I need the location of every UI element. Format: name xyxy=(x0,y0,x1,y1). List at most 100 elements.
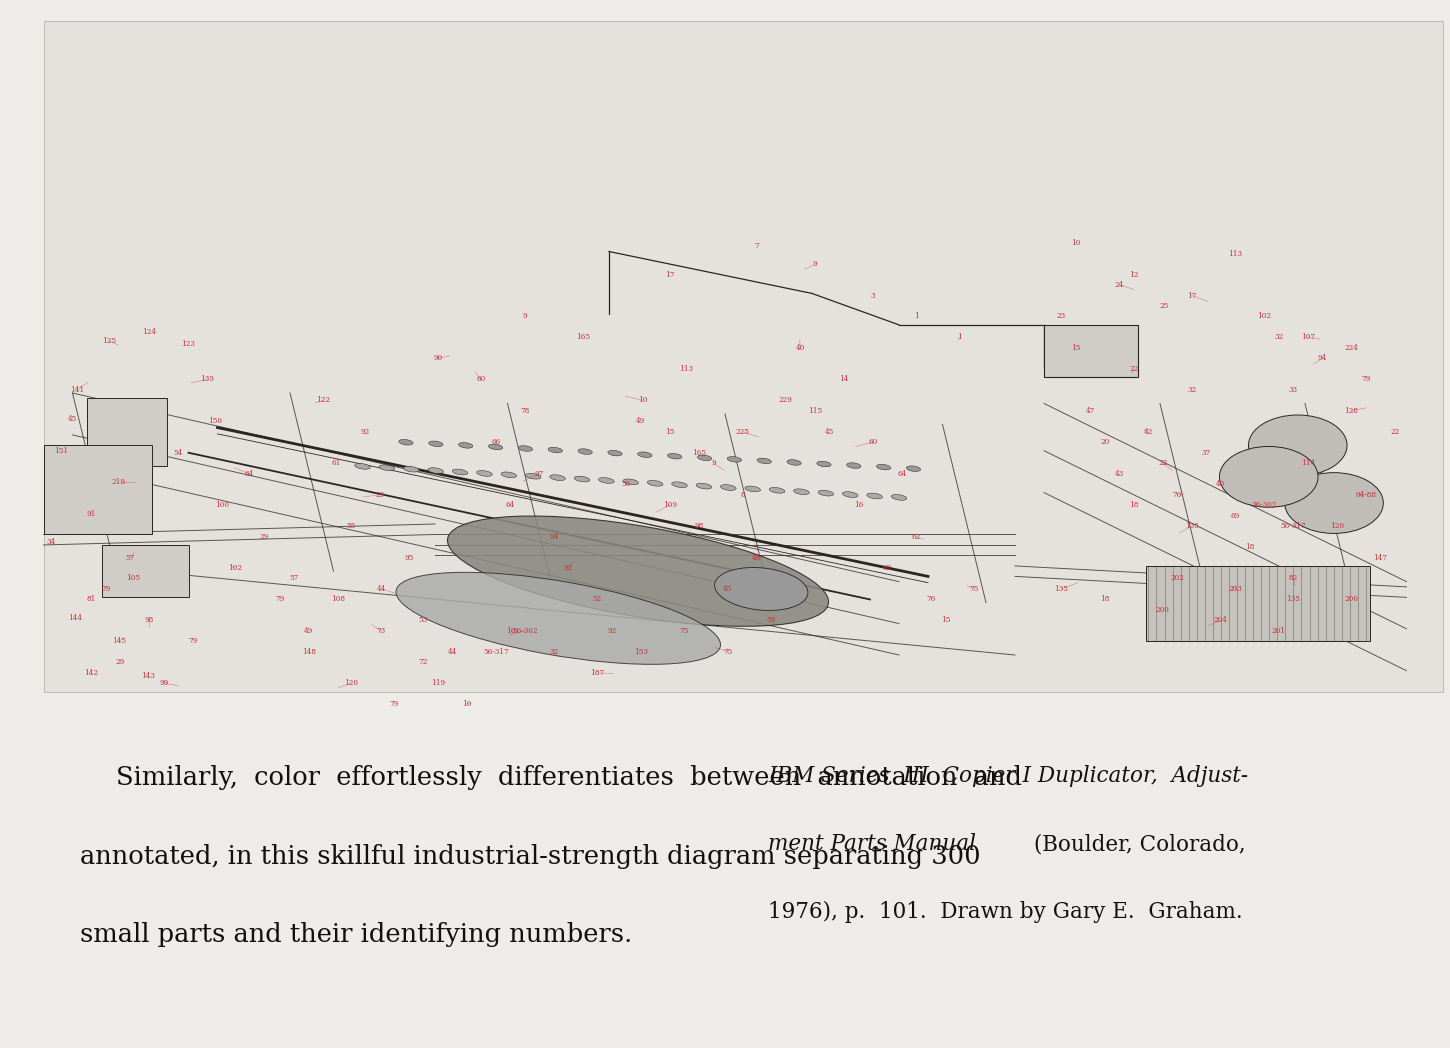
Text: 29: 29 xyxy=(116,658,125,667)
Text: 18: 18 xyxy=(1101,595,1109,604)
Text: 150: 150 xyxy=(207,417,222,425)
Text: 40: 40 xyxy=(796,344,805,352)
Text: 23: 23 xyxy=(1057,312,1066,321)
Text: 91: 91 xyxy=(87,509,96,518)
Text: 148: 148 xyxy=(302,648,316,656)
Ellipse shape xyxy=(599,478,615,483)
Text: 82: 82 xyxy=(1289,574,1298,583)
Text: 57: 57 xyxy=(290,574,299,583)
Ellipse shape xyxy=(847,463,861,468)
Text: 75: 75 xyxy=(970,585,979,593)
Ellipse shape xyxy=(448,516,828,627)
Text: 14: 14 xyxy=(840,375,848,384)
Text: 165: 165 xyxy=(692,449,706,457)
Text: 45: 45 xyxy=(68,415,77,423)
Text: 56-317: 56-317 xyxy=(1280,522,1306,530)
Text: 57: 57 xyxy=(126,553,135,562)
Text: 33: 33 xyxy=(1289,386,1298,394)
Text: 79: 79 xyxy=(276,595,284,604)
Text: 49: 49 xyxy=(304,627,313,635)
Ellipse shape xyxy=(787,460,802,465)
Text: 42: 42 xyxy=(1144,428,1153,436)
Text: Similarly,  color  effortlessly  differentiates  between  annotation  and: Similarly, color effortlessly differenti… xyxy=(116,765,1022,790)
Text: 61: 61 xyxy=(332,459,341,467)
Ellipse shape xyxy=(429,441,444,446)
Text: 105: 105 xyxy=(126,574,141,583)
Text: 48: 48 xyxy=(753,553,761,562)
Text: 78: 78 xyxy=(521,407,529,415)
Text: 34: 34 xyxy=(46,538,55,546)
Text: 53: 53 xyxy=(419,616,428,625)
Text: 114: 114 xyxy=(1301,459,1315,467)
Ellipse shape xyxy=(1285,473,1383,533)
Text: 59: 59 xyxy=(767,616,776,625)
Ellipse shape xyxy=(579,449,592,455)
Ellipse shape xyxy=(728,457,741,462)
Text: 16: 16 xyxy=(506,627,515,635)
Ellipse shape xyxy=(1248,415,1347,476)
Ellipse shape xyxy=(667,454,681,459)
Ellipse shape xyxy=(842,492,858,498)
Text: annotated, in this skillful industrial-strength diagram separating 300: annotated, in this skillful industrial-s… xyxy=(80,844,980,869)
Text: 108: 108 xyxy=(331,595,345,604)
Text: 16: 16 xyxy=(854,501,863,509)
Text: 62: 62 xyxy=(912,532,921,541)
Text: 70: 70 xyxy=(1173,490,1182,499)
Text: 36-302: 36-302 xyxy=(1251,501,1277,509)
Text: 135: 135 xyxy=(1054,585,1069,593)
Text: 122: 122 xyxy=(316,396,331,405)
Text: 97: 97 xyxy=(535,470,544,478)
Text: 125: 125 xyxy=(102,336,116,345)
Text: 142: 142 xyxy=(84,669,99,677)
Ellipse shape xyxy=(892,495,906,500)
Text: 66: 66 xyxy=(492,438,500,446)
Text: 95: 95 xyxy=(405,553,413,562)
Text: 1: 1 xyxy=(914,312,919,321)
Text: 45: 45 xyxy=(825,428,834,436)
Text: 47: 47 xyxy=(1086,407,1095,415)
Text: 119: 119 xyxy=(431,679,445,687)
Ellipse shape xyxy=(525,474,541,479)
Ellipse shape xyxy=(696,483,712,489)
Text: 107: 107 xyxy=(1301,333,1315,342)
Text: 29: 29 xyxy=(260,532,268,541)
Text: 44: 44 xyxy=(377,585,386,593)
Text: 203: 203 xyxy=(1228,585,1243,593)
Text: 17: 17 xyxy=(666,270,674,279)
Ellipse shape xyxy=(770,487,784,494)
Ellipse shape xyxy=(378,465,394,471)
Text: 56: 56 xyxy=(622,480,631,488)
Text: 56-302: 56-302 xyxy=(512,627,538,635)
Ellipse shape xyxy=(697,455,712,460)
Ellipse shape xyxy=(548,447,563,453)
Ellipse shape xyxy=(608,451,622,456)
Bar xyxy=(102,545,188,597)
Text: 145: 145 xyxy=(112,637,126,646)
Ellipse shape xyxy=(638,452,652,458)
Ellipse shape xyxy=(502,472,516,478)
Bar xyxy=(1146,566,1370,641)
Text: 94: 94 xyxy=(1318,354,1327,363)
Text: 128: 128 xyxy=(1344,407,1359,415)
Ellipse shape xyxy=(715,568,808,610)
Ellipse shape xyxy=(624,479,638,485)
Text: 9: 9 xyxy=(710,459,716,467)
Text: 200: 200 xyxy=(1156,606,1170,614)
Ellipse shape xyxy=(1219,446,1318,507)
Text: small parts and their identifying numbers.: small parts and their identifying number… xyxy=(80,922,632,947)
Text: 98: 98 xyxy=(695,522,703,530)
Text: 20: 20 xyxy=(1101,438,1109,446)
Text: 22: 22 xyxy=(1159,459,1167,467)
Text: 72: 72 xyxy=(419,658,428,667)
Ellipse shape xyxy=(876,464,890,470)
Text: 79: 79 xyxy=(188,637,197,646)
Ellipse shape xyxy=(745,486,760,492)
Text: 45: 45 xyxy=(724,585,732,593)
Text: 120: 120 xyxy=(1330,522,1344,530)
Text: 79: 79 xyxy=(390,700,399,708)
Text: 18: 18 xyxy=(1130,501,1138,509)
Text: 17: 17 xyxy=(1188,291,1196,300)
Text: 32: 32 xyxy=(550,648,558,656)
Text: 64: 64 xyxy=(898,470,906,478)
Bar xyxy=(44,445,152,534)
